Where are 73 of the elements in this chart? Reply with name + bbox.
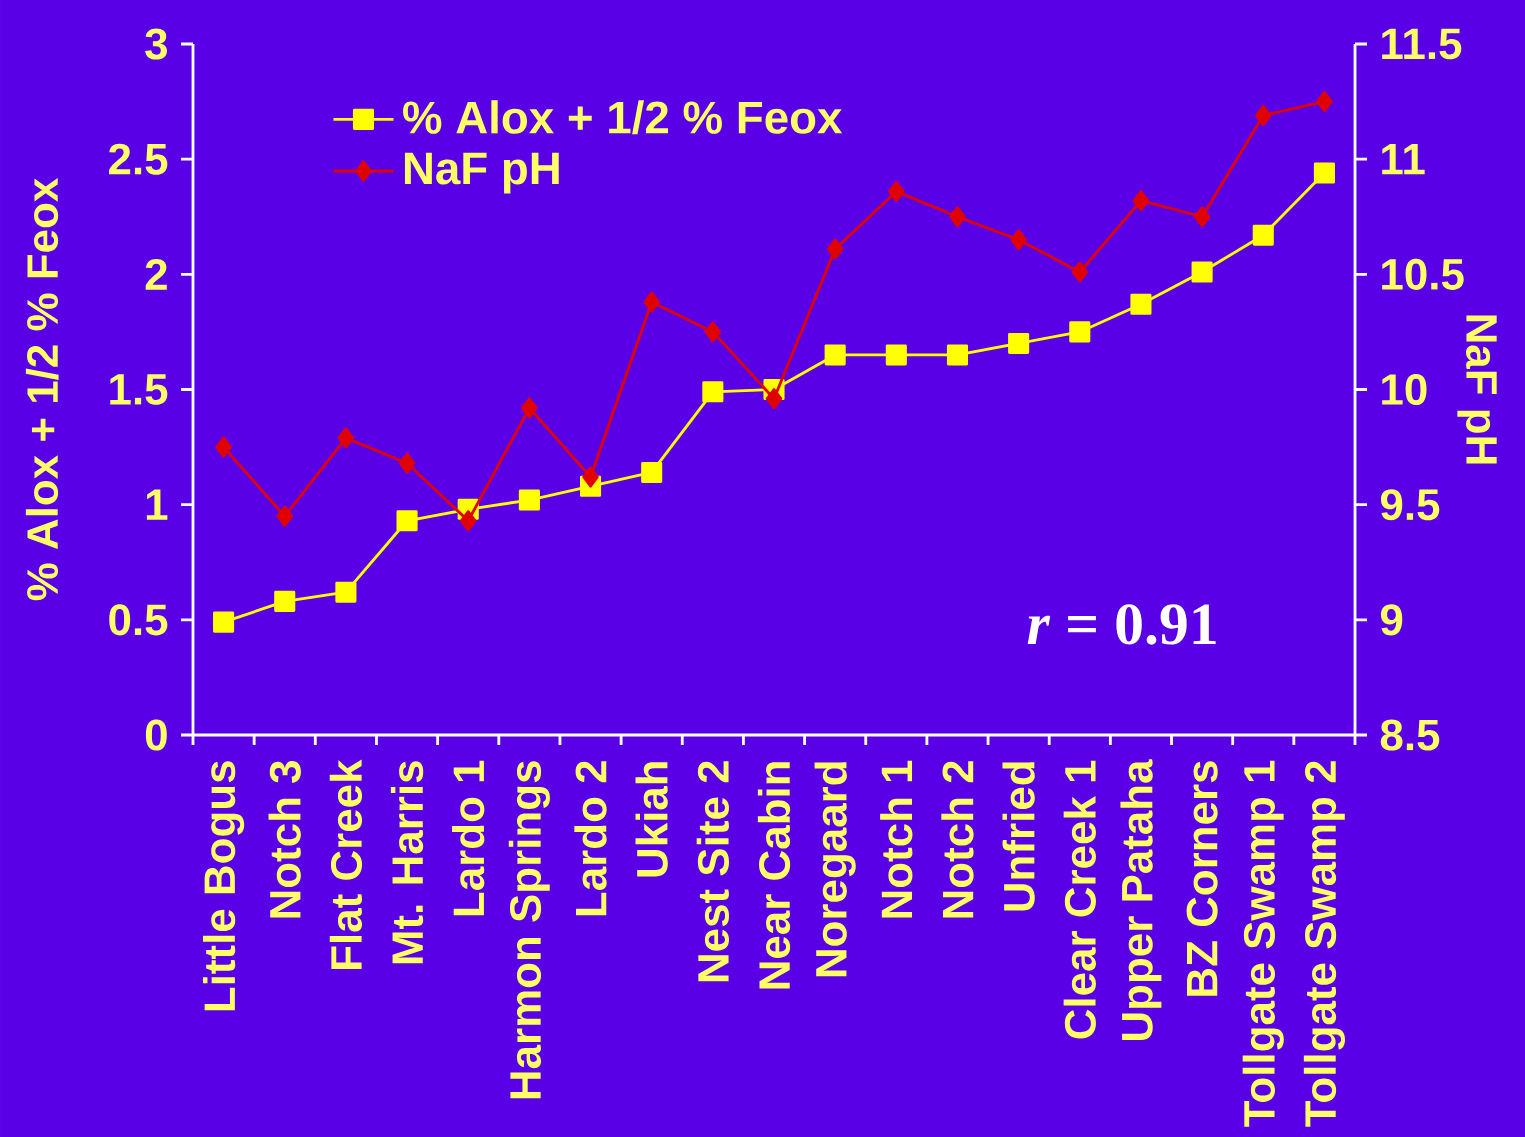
x-tick-label: Tollgate Swamp 1	[1242, 760, 1284, 1127]
point	[1193, 206, 1211, 228]
point	[518, 489, 540, 511]
y2-axis-title: NaF pH	[1457, 315, 1497, 464]
y2-tick-label: 9.5	[1380, 489, 1440, 521]
point	[398, 452, 416, 474]
y-tick-label: 1	[146, 489, 168, 520]
point	[765, 388, 783, 410]
x-tick-label: Flat Creek	[329, 759, 363, 969]
point	[1252, 224, 1274, 246]
point	[641, 461, 663, 483]
y2-tick-label: 11	[1382, 144, 1425, 175]
y-tick-label: 2.5	[109, 143, 168, 175]
y2-tick-label: 10.5	[1382, 258, 1464, 290]
x-tick-label: Near Cabin	[757, 762, 791, 989]
annotation: r = 0.91	[1027, 604, 1216, 645]
x-tick-label: Mt. Harris	[390, 761, 424, 964]
x-tick-label: Unfried	[1002, 762, 1035, 911]
point	[704, 321, 722, 343]
point	[1010, 229, 1027, 251]
point	[459, 510, 477, 532]
y-axis-title: % Alox + 1/2 % Feox	[25, 178, 59, 601]
y-tick-label: 0	[145, 719, 167, 751]
point	[337, 427, 355, 449]
y2-tick-label: 10	[1382, 373, 1427, 406]
point	[1313, 162, 1335, 184]
point	[215, 436, 232, 458]
x-tick-label: Notch 3	[268, 761, 301, 918]
point	[213, 611, 235, 633]
x-tick-label: Nest Site 2	[696, 761, 729, 982]
point	[885, 344, 907, 366]
point	[1008, 332, 1030, 354]
point	[702, 381, 724, 403]
y2-tick-label: 8.5	[1380, 719, 1440, 751]
point	[949, 206, 966, 228]
x-tick-label: Tollgate Swamp 2	[1303, 761, 1346, 1127]
point	[888, 180, 905, 202]
point	[1069, 321, 1091, 343]
point	[1255, 104, 1272, 126]
point	[335, 581, 357, 603]
x-tick-label: Notch 2	[941, 761, 974, 918]
x-tick-label: Lardo 2	[574, 761, 607, 916]
point	[1071, 261, 1089, 283]
point	[274, 590, 296, 612]
point	[824, 344, 846, 366]
point	[643, 291, 660, 313]
x-tick-label: Upper Pataha	[1120, 759, 1162, 1040]
y-tick-label: 1.5	[110, 374, 168, 405]
point	[1130, 293, 1152, 315]
y-tick-label: 2	[145, 259, 167, 290]
point	[946, 344, 969, 366]
x-tick-label: Noregaard	[814, 762, 856, 977]
legend-label: % Alox + 1/2 % Feox	[403, 100, 843, 135]
point	[1132, 190, 1150, 212]
legend-label: NaF pH	[404, 152, 559, 194]
y-tick-label: 3	[145, 28, 167, 60]
y2-tick-label: 9	[1380, 604, 1403, 636]
point	[826, 238, 844, 260]
x-tick-label: BZ Corners	[1186, 761, 1218, 996]
point	[396, 510, 418, 532]
x-tick-label: Little Bogus	[202, 761, 245, 1011]
point	[582, 466, 599, 488]
point	[521, 397, 538, 419]
point	[1316, 91, 1333, 113]
y-tick-label: 0.5	[109, 604, 168, 636]
y2-tick-label: 11.5	[1382, 28, 1462, 60]
x-tick-label: Ukiah	[635, 762, 668, 877]
x-tick-label: Notch 1	[880, 760, 913, 918]
x-tick-label: Lardo 1	[452, 760, 485, 916]
x-tick-label: Clear Creek 1	[1063, 760, 1096, 1039]
point	[1191, 261, 1213, 283]
point	[276, 505, 294, 527]
x-tick-label: Harmon Springs	[508, 761, 550, 1099]
